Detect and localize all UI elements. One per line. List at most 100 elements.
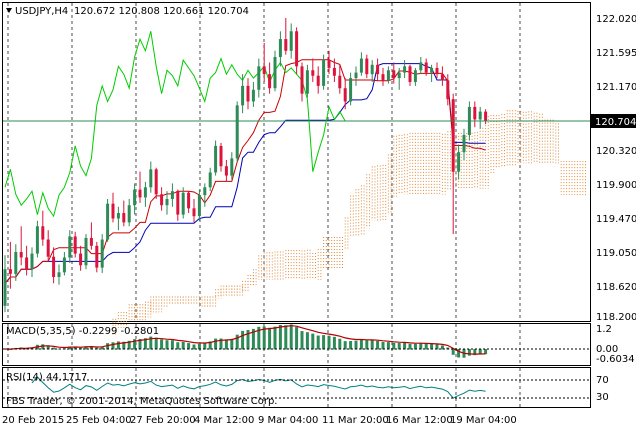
- candle-body: [273, 57, 277, 89]
- ohlc-values: 120.672 120.808 120.661 120.704: [74, 6, 249, 17]
- macd-bar: [386, 342, 390, 350]
- macd-bar: [376, 340, 380, 350]
- candle-body: [370, 64, 374, 75]
- candle-body: [268, 74, 272, 89]
- candles[interactable]: [3, 18, 488, 313]
- candle-body: [8, 269, 12, 274]
- candle-body: [235, 105, 239, 159]
- time-tick: 11 Mar 20:00: [322, 415, 389, 426]
- macd-label: MACD(5,35,5) -0.2299 -0.2801: [6, 326, 159, 337]
- macd-bar: [365, 340, 369, 350]
- macd-bar: [208, 341, 212, 350]
- candle-body: [386, 70, 390, 81]
- macd-bar: [381, 342, 385, 350]
- ichimoku-cloud: [112, 110, 586, 335]
- macd-bar: [262, 326, 266, 350]
- macd-bar: [68, 346, 72, 350]
- candle-body: [435, 67, 439, 75]
- macd-signal-line: [4, 325, 486, 355]
- candle-body: [419, 62, 423, 71]
- price-tick: 120.320: [596, 146, 636, 157]
- macd-bar: [235, 334, 239, 350]
- candle-body: [192, 208, 196, 217]
- candle-body: [208, 172, 212, 188]
- macd-bar: [106, 343, 110, 350]
- macd-axis-tick: 1.2: [596, 324, 612, 335]
- candle-body: [143, 187, 147, 198]
- candle-body: [462, 135, 466, 153]
- candle-body: [376, 64, 380, 75]
- candle-body: [149, 169, 153, 188]
- candle-body: [219, 145, 223, 167]
- macd-bar: [241, 330, 245, 350]
- macd-bar: [370, 340, 374, 350]
- candle-body: [316, 75, 320, 86]
- macd-bar: [338, 338, 342, 350]
- candle-body: [3, 269, 7, 306]
- candle-body: [116, 213, 120, 219]
- macd-bar: [46, 345, 50, 350]
- macd-bar: [138, 338, 142, 350]
- time-tick: 20 Feb 2015: [2, 415, 64, 426]
- rsi-line: [31, 376, 486, 399]
- candle-body: [181, 192, 185, 215]
- candle-body: [246, 85, 250, 102]
- candle-body: [311, 70, 315, 76]
- macd-bar: [197, 343, 201, 350]
- time-tick: 16 Mar 12:00: [386, 415, 453, 426]
- candle-body: [35, 226, 39, 254]
- macd-bar: [327, 335, 331, 350]
- candle-body: [430, 67, 434, 73]
- price-axis: 122.020 121.595 121.170 120.320 119.900 …: [596, 14, 636, 323]
- macd-bar: [467, 349, 471, 356]
- candle-body: [111, 203, 115, 219]
- macd-bar: [419, 343, 423, 350]
- candle-body: [262, 66, 266, 75]
- candle-body: [257, 66, 261, 90]
- candle-body: [30, 253, 34, 270]
- macd-bar: [160, 339, 164, 350]
- candle-body: [170, 191, 174, 199]
- candle-body: [160, 194, 164, 206]
- macd-bar: [41, 344, 45, 350]
- macd-bar: [143, 338, 147, 350]
- macd-axis-tick: -0.6034: [596, 354, 635, 365]
- macd-bar: [435, 344, 439, 350]
- candle-body: [73, 236, 77, 254]
- candle-body: [289, 31, 293, 51]
- macd-bar: [354, 340, 358, 350]
- macd-bar: [457, 349, 461, 358]
- candle-body: [451, 99, 455, 172]
- rsi-pane-frame: [2, 367, 591, 408]
- macd-bar: [122, 341, 126, 350]
- macd-bar: [295, 326, 299, 350]
- candle-body: [484, 111, 488, 121]
- candle-body: [138, 189, 142, 198]
- macd-bar: [397, 343, 401, 350]
- candle-body: [19, 252, 23, 258]
- candle-body: [57, 272, 61, 277]
- candle-body: [278, 39, 282, 58]
- candle-body: [41, 226, 45, 240]
- macd-bar: [408, 343, 412, 350]
- candle-body: [79, 253, 83, 266]
- candle-body: [473, 106, 477, 120]
- price-tick: 119.050: [596, 248, 636, 259]
- macd-bar: [316, 335, 320, 350]
- symbol-dropdown-icon[interactable]: [6, 8, 12, 13]
- candle-body: [62, 257, 66, 273]
- symbol-label: USDJPY,H4: [15, 6, 68, 17]
- time-tick: 19 Mar 04:00: [450, 415, 517, 426]
- candle-body: [95, 245, 99, 268]
- current-price-label-bg: [591, 114, 636, 128]
- macd-bar: [214, 338, 218, 350]
- macd-bar: [84, 346, 88, 350]
- price-tick: 118.620: [596, 282, 636, 293]
- candle-body: [397, 72, 401, 79]
- macd-bar: [224, 339, 228, 350]
- candle-body: [343, 88, 347, 102]
- candle-body: [284, 39, 288, 51]
- macd-bar: [251, 328, 255, 350]
